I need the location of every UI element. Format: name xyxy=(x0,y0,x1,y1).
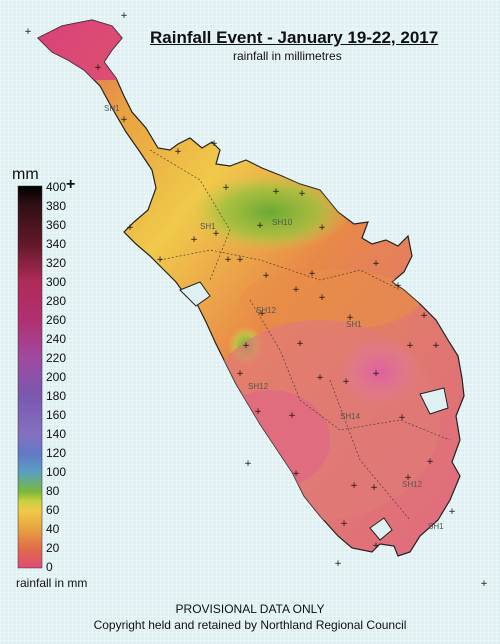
map-subtitle: rainfall in millimetres xyxy=(233,49,342,63)
station-marker: + xyxy=(318,223,326,233)
legend-tick-label: 80 xyxy=(46,484,60,498)
station-marker: + xyxy=(370,483,378,493)
station-marker: + xyxy=(426,457,434,467)
station-marker: + xyxy=(174,147,182,157)
legend-tick-label: 160 xyxy=(46,408,67,422)
legend-tick-label: 400 xyxy=(46,180,67,194)
map-title: Rainfall Event - January 19-22, 2017 xyxy=(150,28,439,47)
station-marker: + xyxy=(244,459,252,469)
station-marker: + xyxy=(296,339,304,349)
station-marker: + xyxy=(372,541,380,551)
rain-gauge-stations: + + + + + + + + + + + + + + + + + + + + + + + + + + + + + + + + + + + + + + + +… xyxy=(24,11,488,589)
road-label: SH1 xyxy=(104,104,120,113)
station-marker: + xyxy=(210,139,218,149)
station-marker: + xyxy=(480,579,488,589)
station-marker: + xyxy=(254,407,262,417)
road-label: SH1 xyxy=(200,222,216,231)
station-marker: + xyxy=(24,27,32,37)
station-marker: + xyxy=(256,221,264,231)
station-marker: + xyxy=(190,235,198,245)
station-marker: + xyxy=(292,469,300,479)
road-label: SH12 xyxy=(248,382,269,391)
legend-overflow-marker: + xyxy=(66,176,76,193)
station-marker: + xyxy=(346,313,354,323)
road-label: SH12 xyxy=(256,306,277,315)
station-marker: + xyxy=(448,507,456,517)
station-marker: + xyxy=(404,473,412,483)
legend-tick-label: 360 xyxy=(46,218,67,232)
legend-tick-label: 240 xyxy=(46,332,67,346)
legend-tick-label: 40 xyxy=(46,522,60,536)
legend-tick-label: 300 xyxy=(46,275,67,289)
station-marker: + xyxy=(394,281,402,291)
road-label: SH1 xyxy=(428,522,444,531)
station-marker: + xyxy=(292,285,300,295)
station-marker: + xyxy=(288,411,296,421)
road-label: SH14 xyxy=(340,412,361,421)
station-marker: + xyxy=(342,377,350,387)
station-marker: + xyxy=(262,271,270,281)
station-marker: + xyxy=(120,115,128,125)
legend-tick-label: 140 xyxy=(46,427,67,441)
station-marker: + xyxy=(350,481,358,491)
station-marker: + xyxy=(236,255,244,265)
station-marker: + xyxy=(316,373,324,383)
station-marker: + xyxy=(318,293,326,303)
station-marker: + xyxy=(224,255,232,265)
station-marker: + xyxy=(222,183,230,193)
station-marker: + xyxy=(298,189,306,199)
station-marker: + xyxy=(308,269,316,279)
station-marker: + xyxy=(340,519,348,529)
station-marker: + xyxy=(432,341,440,351)
station-marker: + xyxy=(406,341,414,351)
station-marker: + xyxy=(272,187,280,197)
legend-tick-label: 260 xyxy=(46,313,67,327)
legend-tick-label: 0 xyxy=(46,560,53,574)
legend-tick-label: 280 xyxy=(46,294,67,308)
provisional-note: PROVISIONAL DATA ONLY xyxy=(175,602,325,616)
legend-tick-label: 20 xyxy=(46,541,60,555)
station-marker: + xyxy=(242,341,250,351)
legend-bottom-label: rainfall in mm xyxy=(16,576,88,590)
legend-tick-label: 180 xyxy=(46,389,67,403)
legend-tick-label: 200 xyxy=(46,370,67,384)
legend-tick-label: 380 xyxy=(46,199,67,213)
station-marker: + xyxy=(258,309,266,319)
station-marker: + xyxy=(126,223,134,233)
legend-unit-title: mm xyxy=(12,166,39,183)
legend-tick-label: 320 xyxy=(46,256,67,270)
legend-tick-label: 120 xyxy=(46,446,67,460)
legend-tick-label: 60 xyxy=(46,503,60,517)
station-marker: + xyxy=(236,369,244,379)
station-marker: + xyxy=(372,259,380,269)
station-marker: + xyxy=(156,255,164,265)
legend-tick-label: 100 xyxy=(46,465,67,479)
legend-colour-bar xyxy=(17,185,43,569)
station-marker: + xyxy=(398,413,406,423)
road-label: SH12 xyxy=(402,480,423,489)
road-label: SH10 xyxy=(272,218,293,227)
station-marker: + xyxy=(334,559,342,569)
station-marker: + xyxy=(420,311,428,321)
legend-tick-label: 340 xyxy=(46,237,67,251)
station-marker: + xyxy=(212,229,220,239)
station-marker: + xyxy=(120,11,128,21)
station-marker: + xyxy=(94,63,102,73)
copyright-note: Copyright held and retained by Northland… xyxy=(93,618,407,632)
road-label: SH1 xyxy=(346,320,362,329)
station-marker: + xyxy=(372,369,380,379)
legend-tick-label: 220 xyxy=(46,351,67,365)
